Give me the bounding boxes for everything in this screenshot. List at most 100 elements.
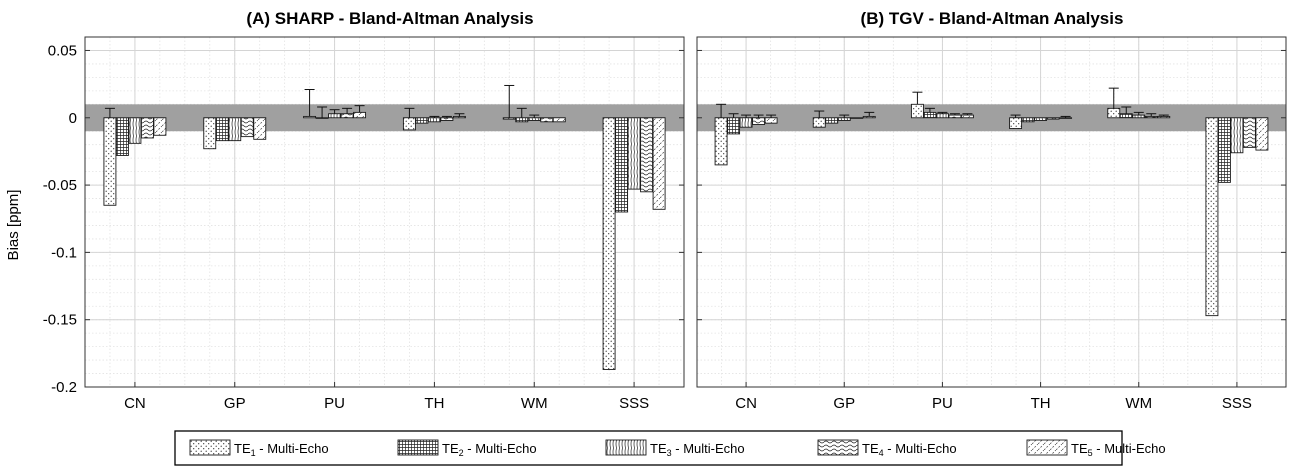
bar (1230, 117, 1244, 154)
reference-band (85, 104, 684, 132)
bar (615, 117, 629, 213)
x-tick-label: WM (1125, 395, 1152, 412)
legend-label: TE3 - Multi-Echo (650, 441, 745, 458)
bar (812, 117, 826, 128)
legend: TE1 - Multi-Echo TE2 - Multi-Echo TE3 - Mu… (174, 430, 1166, 466)
bar (215, 117, 229, 142)
chart-title: (A) SHARP - Bland-Altman Analysis (246, 9, 533, 28)
bar (228, 117, 242, 142)
bar (960, 114, 974, 119)
x-tick-label: WM (521, 395, 548, 412)
legend-swatch (1026, 439, 1068, 456)
bar (328, 113, 342, 119)
bar (752, 117, 766, 125)
bar (340, 113, 354, 119)
bar (452, 115, 466, 119)
bar (727, 117, 741, 135)
bar (1046, 117, 1060, 120)
x-tick-label: TH (424, 395, 444, 412)
legend-label: TE1 - Multi-Echo (234, 441, 329, 458)
bar (1119, 113, 1133, 119)
bar (540, 117, 554, 123)
legend-item: TE4 - Multi-Echo (817, 439, 957, 458)
legend-swatch (189, 439, 231, 456)
bar (1144, 115, 1158, 119)
bar (140, 117, 154, 139)
bar (714, 117, 728, 166)
bar (652, 117, 666, 210)
legend-item: TE1 - Multi-Echo (189, 439, 329, 458)
legend-item: TE5 - Multi-Echo (1026, 439, 1166, 458)
axes-frame (84, 36, 685, 388)
bar (128, 117, 142, 144)
bar (1157, 115, 1171, 119)
bar (1034, 117, 1048, 121)
bar (1059, 117, 1073, 119)
legend-item: TE3 - Multi-Echo (605, 439, 745, 458)
panel-tgv: (B) TGV - Bland-Altman Analysis CN GP PU TH… (696, 9, 1287, 412)
legend-label: TE5 - Multi-Echo (1071, 441, 1166, 458)
bar (627, 117, 641, 190)
x-tick-label: SSS (619, 395, 649, 412)
y-axis-label: Bias [ppm] (5, 190, 22, 261)
legend-label: TE2 - Multi-Echo (442, 441, 537, 458)
panel-sharp: (A) SHARP - Bland-Altman Analysis Bias [… (5, 9, 685, 412)
legend-swatch (605, 439, 647, 456)
bar (527, 117, 541, 121)
y-tick-label: 0 (69, 110, 77, 127)
y-tick-label: -0.15 (43, 312, 77, 329)
y-tick-label: -0.1 (51, 244, 77, 261)
legend-box (174, 430, 1123, 466)
bar (1009, 117, 1023, 129)
bar (910, 103, 924, 119)
bar (1255, 117, 1269, 151)
bar (253, 117, 267, 140)
bar (353, 111, 367, 119)
x-tick-label: CN (124, 395, 146, 412)
bar (115, 117, 129, 156)
bar (153, 117, 167, 136)
bar (415, 117, 429, 124)
bar (552, 117, 566, 123)
bar (1107, 107, 1121, 119)
bar (303, 115, 317, 119)
bar (315, 117, 329, 119)
x-tick-label: PU (324, 395, 345, 412)
bar (862, 115, 876, 119)
legend-item: TE2 - Multi-Echo (397, 439, 537, 458)
bar (427, 117, 441, 123)
x-tick-label: TH (1031, 395, 1051, 412)
bar (402, 117, 416, 131)
bar (203, 117, 217, 150)
bar (640, 117, 654, 193)
bar (825, 117, 839, 124)
bar (739, 117, 753, 128)
x-tick-label: SSS (1222, 395, 1252, 412)
bar (602, 117, 616, 370)
bar (837, 117, 851, 121)
bar (1217, 117, 1231, 183)
legend-label: TE4 - Multi-Echo (862, 441, 957, 458)
bar (935, 113, 949, 119)
bar (103, 117, 117, 206)
reference-band (697, 104, 1286, 132)
bar (1205, 117, 1219, 317)
x-tick-label: GP (224, 395, 246, 412)
x-tick-label: PU (932, 395, 953, 412)
bar (1132, 114, 1146, 119)
chart-title: (B) TGV - Bland-Altman Analysis (861, 9, 1124, 28)
axes-frame (696, 36, 1287, 388)
bar (502, 117, 516, 120)
x-tick-label: CN (735, 395, 757, 412)
legend-swatch (397, 439, 439, 456)
bar (515, 117, 529, 123)
bar (1242, 117, 1256, 148)
bar (240, 117, 254, 138)
y-tick-label: -0.2 (51, 379, 77, 396)
bar (1021, 117, 1035, 123)
bar (850, 117, 864, 119)
legend-swatch (817, 439, 859, 456)
bar (948, 114, 962, 119)
y-tick-label: 0.05 (48, 42, 77, 59)
